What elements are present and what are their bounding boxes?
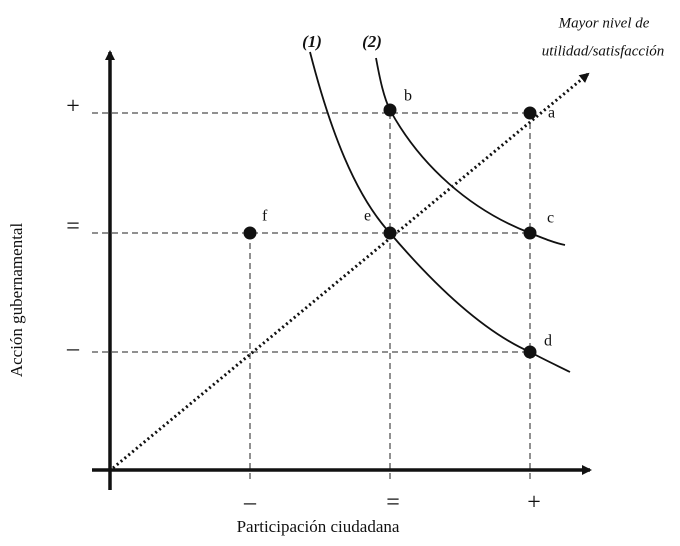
y-tick-label: –	[66, 336, 80, 362]
annotation: utilidad/satisfacción	[542, 43, 665, 59]
guide-lines	[92, 112, 531, 482]
curve-2	[375, 57, 566, 246]
point-label: a	[548, 105, 555, 122]
point-label: e	[364, 208, 371, 225]
x-tick-label: +	[527, 490, 541, 516]
x-tick-label: =	[386, 490, 400, 516]
x-axis-title: Participación ciudadana	[237, 517, 400, 536]
utility-direction	[112, 72, 590, 470]
curve-label: (1)	[302, 32, 322, 51]
point-label: b	[404, 88, 412, 105]
curve-1	[309, 51, 571, 373]
curve-label: (2)	[362, 32, 382, 51]
point	[523, 106, 537, 120]
point-label: c	[547, 210, 554, 227]
y-axis-title: Acción gubernamental	[7, 223, 26, 378]
points	[243, 103, 537, 359]
x-tick-label: –	[243, 490, 257, 516]
point-label: d	[544, 333, 552, 350]
point	[383, 226, 397, 240]
point-label: f	[262, 208, 268, 225]
point	[523, 226, 537, 240]
point	[243, 226, 257, 240]
y-tick-label: +	[66, 94, 80, 120]
point	[383, 103, 397, 117]
y-tick-label: =	[66, 214, 80, 240]
annotation: Mayor nivel de	[558, 15, 650, 31]
point	[523, 345, 537, 359]
